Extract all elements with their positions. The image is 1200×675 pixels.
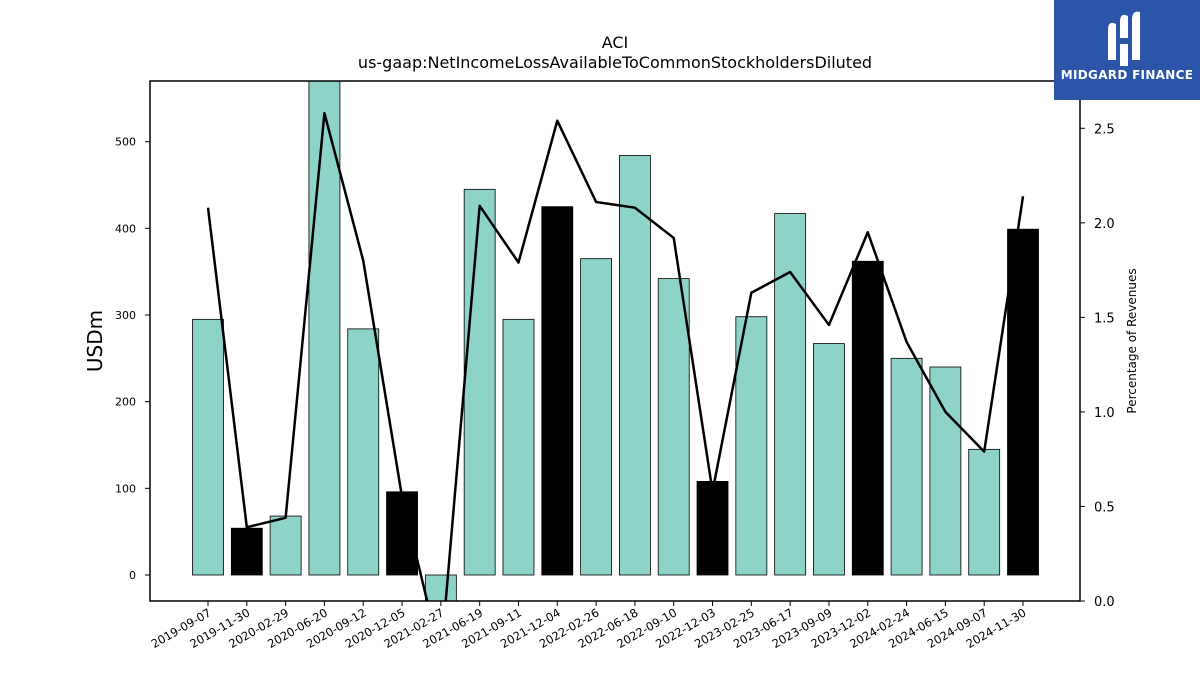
- bar: [735, 316, 768, 576]
- bar: [813, 343, 845, 576]
- bar: [308, 81, 341, 576]
- y2-tick-label: 2.5: [1094, 122, 1115, 137]
- bar: [230, 527, 263, 576]
- y-axis-label: USDm: [83, 310, 107, 372]
- y2-tick-label: 1.0: [1094, 406, 1115, 421]
- y2-tick-label: 0.0: [1094, 595, 1115, 610]
- y2-tick-label: 2.0: [1094, 217, 1115, 232]
- y-tick-label: 100: [115, 482, 136, 495]
- bar: [463, 188, 496, 576]
- logo-mark-icon: [1108, 11, 1140, 66]
- bar: [192, 318, 224, 576]
- bar: [386, 491, 418, 576]
- x-axis: 2019-09-072019-11-302020-02-292020-06-20…: [149, 601, 1029, 651]
- bar: [968, 448, 1001, 576]
- bar: [541, 206, 574, 576]
- bar: [890, 357, 923, 576]
- series-line: [206, 111, 1025, 601]
- bar: [1007, 228, 1039, 576]
- chart-title: ACI: [602, 33, 629, 52]
- chart-subtitle: us-gaap:NetIncomeLossAvailableToCommonSt…: [358, 53, 872, 72]
- y-tick-label: 300: [115, 309, 136, 322]
- bar: [619, 155, 651, 576]
- y-tick-label: 400: [115, 222, 136, 235]
- y-axis-right: 0.0 0.5 1.0 1.5 2.0 2.5: [1080, 122, 1115, 610]
- logo-text: MIDGARD FINANCE: [1060, 68, 1194, 82]
- y-axis-left: 0 100 200 300 400 500: [115, 136, 150, 582]
- bar: [269, 515, 302, 576]
- plot-frame: [149, 80, 1081, 602]
- bar: [347, 328, 380, 576]
- y-tick-label: 500: [115, 136, 136, 149]
- y-tick-label: 0: [129, 569, 136, 582]
- bar: [502, 318, 535, 576]
- brand-logo: MIDGARD FINANCE: [1054, 0, 1200, 100]
- bar: [929, 366, 962, 576]
- bar: [774, 213, 807, 576]
- bar: [851, 260, 884, 576]
- bar: [657, 278, 690, 576]
- bar: [580, 258, 612, 576]
- bar-group: [192, 81, 1039, 601]
- y-tick-label: 200: [115, 396, 136, 409]
- y2-axis-label: Percentage of Revenues: [1125, 268, 1139, 413]
- line-group: [206, 111, 1025, 601]
- y2-tick-label: 0.5: [1094, 500, 1115, 515]
- y2-tick-label: 1.5: [1094, 311, 1115, 326]
- bar: [696, 480, 729, 576]
